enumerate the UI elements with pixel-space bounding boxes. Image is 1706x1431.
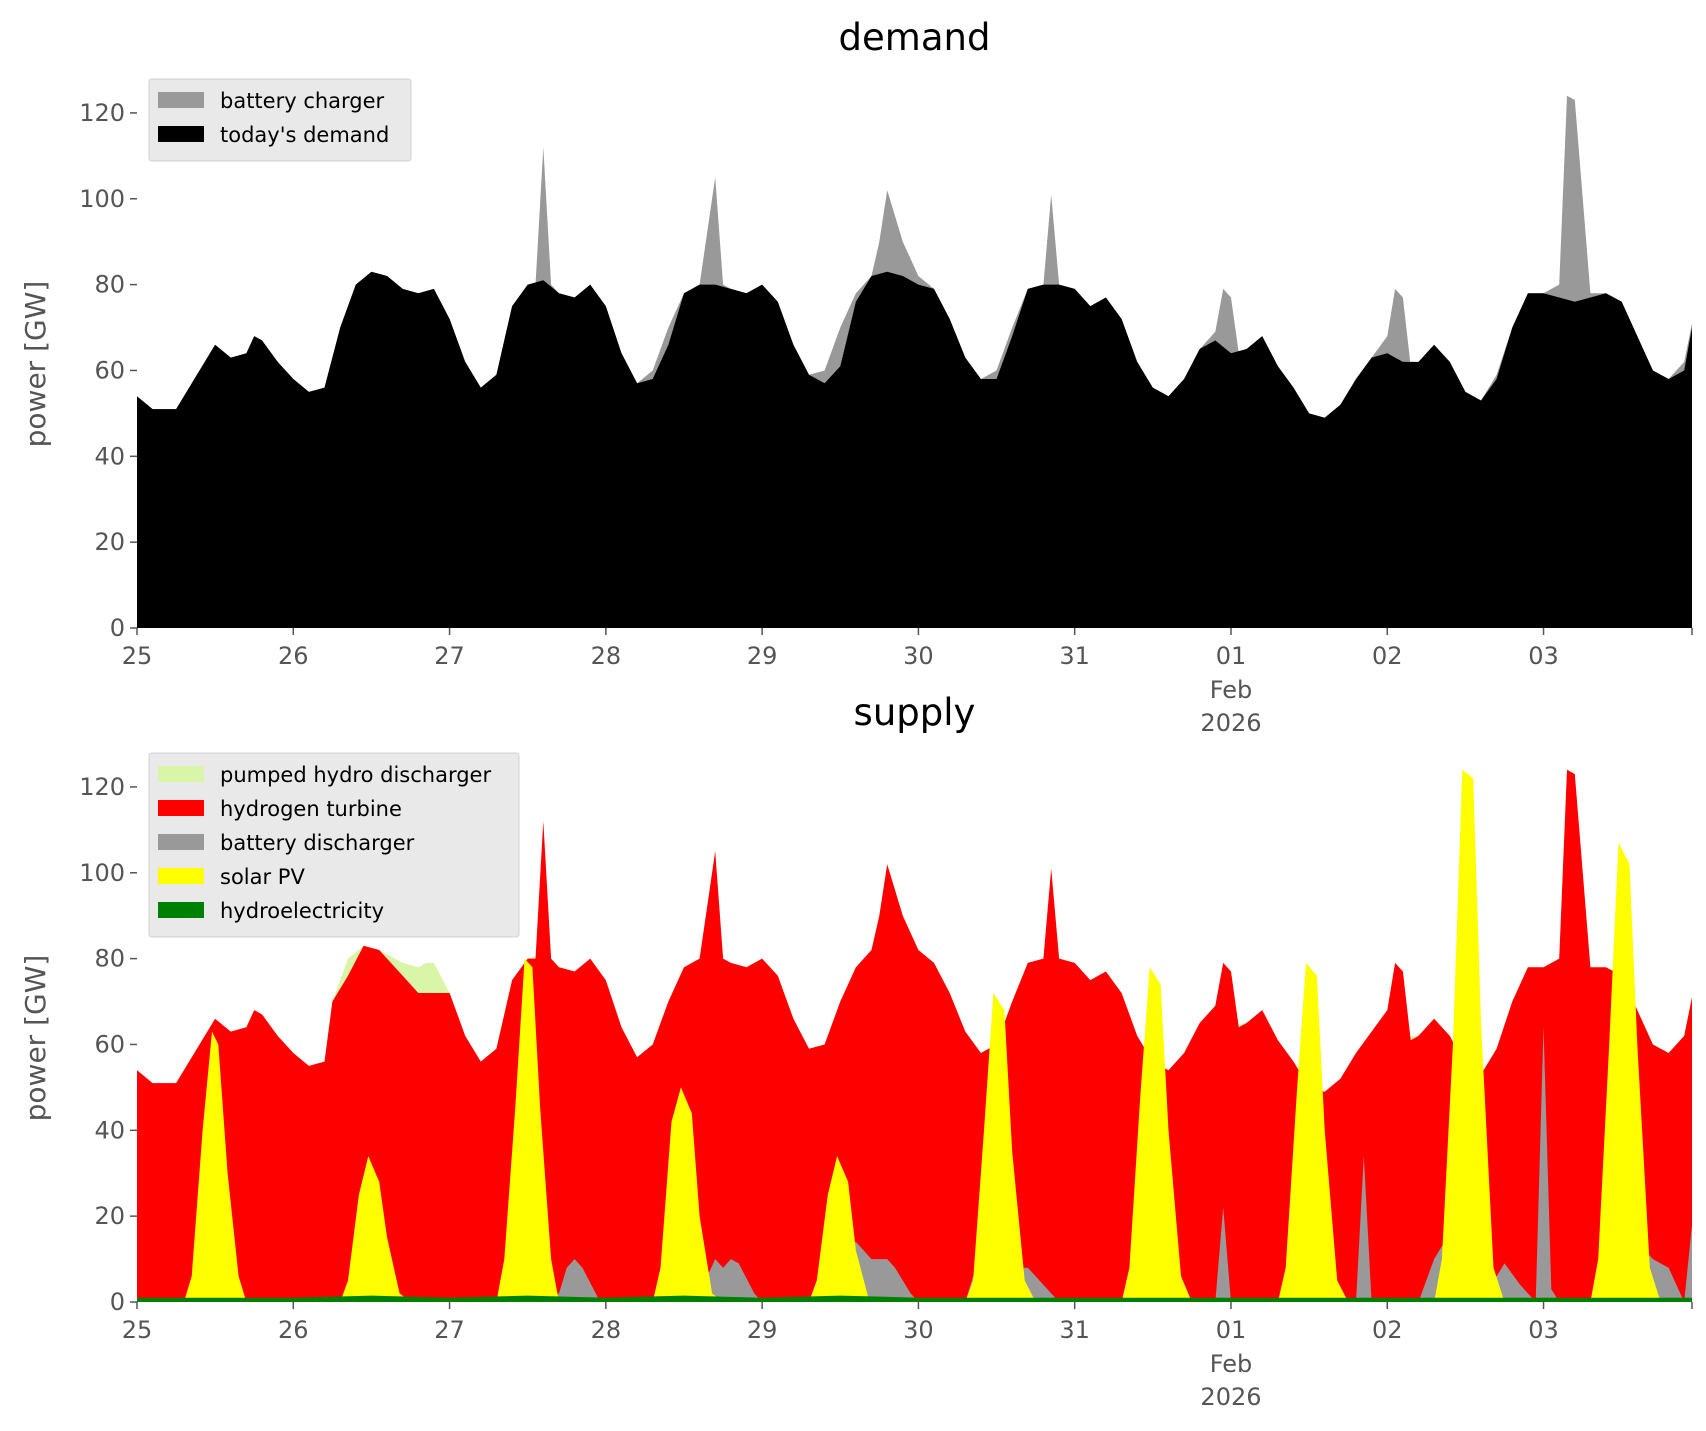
area-solar-pv bbox=[137, 769, 1692, 1302]
xtick-label: 27 bbox=[434, 1316, 465, 1344]
legend-frame bbox=[148, 752, 520, 938]
xtick-label: 31 bbox=[1059, 1316, 1090, 1344]
legend-entry: battery charger bbox=[220, 89, 385, 113]
y-axis-label: power [GW] bbox=[19, 955, 52, 1122]
xtick-label: 02 bbox=[1372, 642, 1403, 670]
legend-swatch bbox=[158, 126, 204, 142]
ytick-label: 40 bbox=[94, 442, 125, 470]
ytick-label: 20 bbox=[94, 1202, 125, 1230]
legend-entry: today's demand bbox=[220, 123, 389, 147]
xtick-label: 03 bbox=[1528, 1316, 1559, 1344]
legend-frame bbox=[148, 78, 412, 162]
legend-entry: hydroelectricity bbox=[220, 899, 384, 923]
ytick-label: 120 bbox=[79, 99, 125, 127]
legend-entry: battery discharger bbox=[220, 831, 415, 855]
xtick-label: 26 bbox=[278, 642, 309, 670]
xtick-label: 2026 bbox=[1200, 709, 1261, 737]
legend-swatch bbox=[158, 800, 204, 816]
ytick-label: 60 bbox=[94, 356, 125, 384]
chart-title: demand bbox=[839, 16, 991, 59]
ytick-label: 60 bbox=[94, 1030, 125, 1058]
xtick-label: 27 bbox=[434, 642, 465, 670]
area-today-s-demand bbox=[137, 271, 1692, 628]
legend-swatch bbox=[158, 902, 204, 918]
legend-swatch bbox=[158, 766, 204, 782]
legend: battery charger today's demand bbox=[148, 78, 412, 162]
xtick-label: 01 bbox=[1216, 1316, 1247, 1344]
area-hydroelectricity bbox=[137, 1295, 1692, 1302]
ytick-label: 80 bbox=[94, 271, 125, 299]
y-axis-label: power [GW] bbox=[19, 281, 52, 448]
xtick-label: 01 bbox=[1216, 642, 1247, 670]
series-areas bbox=[137, 769, 1692, 1302]
legend-entry: pumped hydro discharger bbox=[220, 763, 491, 787]
xtick-label: 30 bbox=[903, 642, 934, 670]
xtick-label: 26 bbox=[278, 1316, 309, 1344]
xtick-label: 29 bbox=[747, 642, 778, 670]
xtick-label: 25 bbox=[122, 642, 153, 670]
xtick-label: 28 bbox=[591, 642, 622, 670]
ytick-label: 80 bbox=[94, 945, 125, 973]
xtick-label: Feb bbox=[1210, 1350, 1253, 1378]
legend-swatch bbox=[158, 868, 204, 884]
legend-entry: solar PV bbox=[220, 865, 305, 889]
xtick-label: 31 bbox=[1059, 642, 1090, 670]
ytick-label: 0 bbox=[110, 614, 125, 642]
series-areas bbox=[137, 95, 1692, 628]
legend-swatch bbox=[158, 834, 204, 850]
xtick-label: 30 bbox=[903, 1316, 934, 1344]
ytick-label: 0 bbox=[110, 1288, 125, 1316]
ytick-label: 100 bbox=[79, 185, 125, 213]
ytick-label: 40 bbox=[94, 1116, 125, 1144]
ytick-label: 20 bbox=[94, 528, 125, 556]
xtick-label: 25 bbox=[122, 1316, 153, 1344]
xtick-label: 02 bbox=[1372, 1316, 1403, 1344]
xtick-label: 03 bbox=[1528, 642, 1559, 670]
ytick-label: 120 bbox=[79, 773, 125, 801]
legend-entry: hydrogen turbine bbox=[220, 797, 402, 821]
legend: pumped hydro discharger hydrogen turbine b… bbox=[148, 752, 520, 938]
xtick-label: 28 bbox=[591, 1316, 622, 1344]
ytick-label: 100 bbox=[79, 859, 125, 887]
chart-title: supply bbox=[854, 691, 976, 734]
area-battery-discharger bbox=[137, 1027, 1692, 1302]
xtick-label: Feb bbox=[1210, 676, 1253, 704]
xtick-label: 29 bbox=[747, 1316, 778, 1344]
xtick-label: 2026 bbox=[1200, 1383, 1261, 1411]
legend-swatch bbox=[158, 92, 204, 108]
